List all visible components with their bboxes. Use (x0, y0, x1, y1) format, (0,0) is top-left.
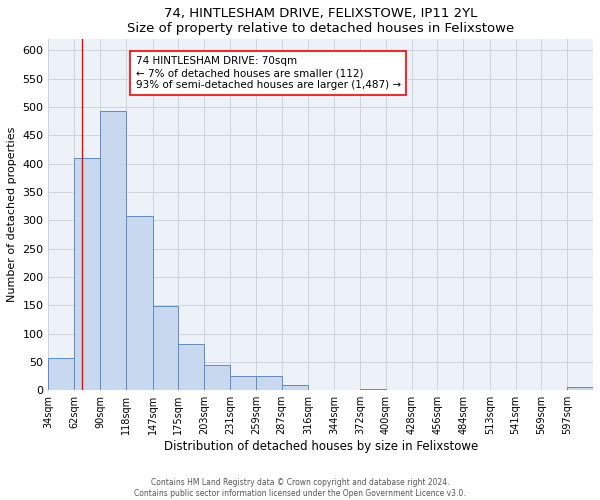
Bar (281, 384, 308, 390)
Bar (49, 358, 74, 390)
Bar (100, 111, 126, 390)
Bar (152, 306, 178, 390)
Bar (204, 366, 230, 390)
Text: Contains HM Land Registry data © Crown copyright and database right 2024.
Contai: Contains HM Land Registry data © Crown c… (134, 478, 466, 498)
X-axis label: Distribution of detached houses by size in Felixstowe: Distribution of detached houses by size … (164, 440, 478, 453)
Bar (230, 376, 256, 390)
Bar (178, 344, 204, 391)
Text: 74 HINTLESHAM DRIVE: 70sqm
← 7% of detached houses are smaller (112)
93% of semi: 74 HINTLESHAM DRIVE: 70sqm ← 7% of detac… (136, 56, 401, 90)
Bar (360, 389, 386, 390)
Title: 74, HINTLESHAM DRIVE, FELIXSTOWE, IP11 2YL
Size of property relative to detached: 74, HINTLESHAM DRIVE, FELIXSTOWE, IP11 2… (127, 7, 514, 35)
Bar (126, 216, 152, 390)
Bar (256, 376, 281, 390)
Y-axis label: Number of detached properties: Number of detached properties (7, 127, 17, 302)
Bar (74, 158, 100, 390)
Bar (567, 388, 593, 390)
